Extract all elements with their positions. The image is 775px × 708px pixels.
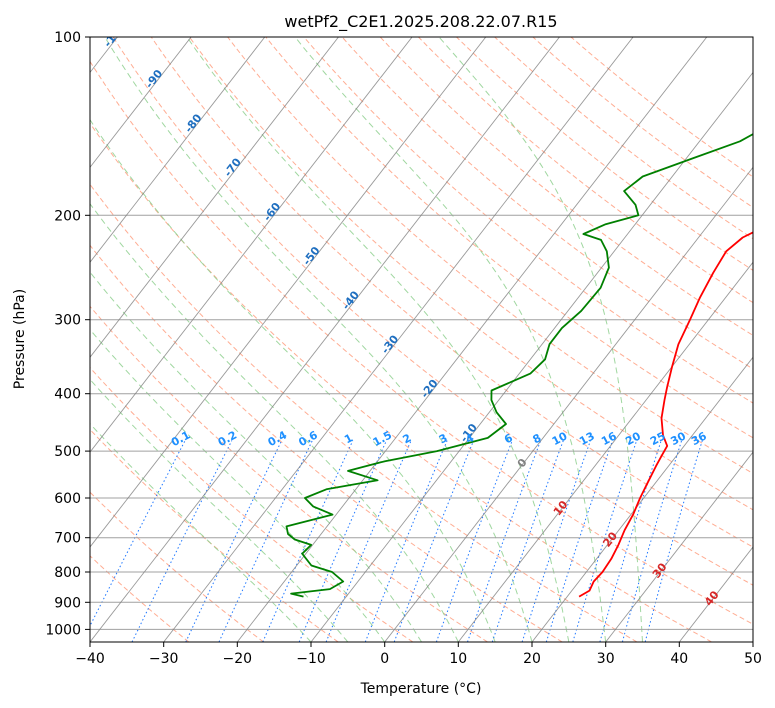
x-tick-label: 30: [597, 651, 615, 667]
y-tick-label: 900: [54, 595, 81, 611]
mixing-ratio-line: [364, 440, 448, 642]
mixing-ratio-line: [521, 440, 591, 642]
moist-adiabat-line: [186, 37, 570, 642]
mixing-ratio-line: [545, 440, 613, 642]
y-tick-label: 800: [54, 565, 81, 581]
isotherm-gridline: [457, 261, 753, 642]
dry-adiabat-line: [188, 37, 753, 511]
mixing-ratio-line: [131, 440, 233, 642]
y-axis: 100 200 300 400 500 600 700 800 900 1000: [45, 30, 90, 638]
moist-adiabat-line: [104, 37, 533, 642]
temperature-profile-line: [578, 231, 753, 598]
plot-frame: [89, 36, 754, 643]
moist-adiabat-line: [90, 203, 459, 642]
mixing-ratio-label: 10: [550, 429, 570, 448]
sounding-profiles: [285, 133, 753, 598]
dry-adiabat-line: [456, 37, 753, 271]
dry-adiabat-line: [90, 366, 414, 642]
plot-area: -100-90-80-70-60-50-40-30-20-10010203040…: [90, 37, 753, 642]
dry-adiabat-line: [265, 37, 753, 439]
mixing-ratio-label: 16: [599, 429, 619, 448]
mixing-ratio-line: [218, 440, 313, 642]
isotherm-gridline: [310, 71, 753, 642]
isotherm-gridline: [90, 37, 560, 642]
moist-adiabat-line: [90, 271, 422, 642]
x-tick-label: −20: [223, 651, 253, 667]
dry-adiabat-line: [112, 37, 753, 586]
dry-adiabat-line: [379, 37, 753, 336]
isotherm-gridline: [163, 37, 634, 642]
moist-adiabat-line: [90, 423, 312, 642]
isotherm-gridline: [90, 37, 487, 548]
moist-adiabat-line: [438, 37, 643, 642]
x-tick-label: 0: [380, 651, 389, 667]
mixing-ratio-line: [621, 440, 683, 642]
mixing-ratio-label: 13: [577, 429, 597, 448]
mixing-ratio-line: [298, 440, 387, 642]
x-tick-label: −40: [75, 651, 105, 667]
dry-adiabat-line: [303, 37, 753, 404]
x-tick-label: 50: [744, 651, 762, 667]
isotherm-gridline: [90, 37, 192, 169]
isotherm-gridline: [531, 356, 753, 642]
mixing-ratio-line: [325, 440, 412, 642]
dry-adiabat-line: [150, 37, 753, 548]
dry-adiabat-line: [90, 122, 712, 642]
mixing-ratio-line: [90, 440, 186, 627]
mixing-ratio-label: 25: [648, 429, 668, 448]
mixing-ratio-label: 20: [623, 429, 643, 448]
dewpoint-profile-line: [285, 133, 753, 598]
moist-adiabat-line: [90, 328, 386, 642]
dry-adiabat-line: [418, 37, 753, 304]
isotherms: [90, 37, 753, 642]
x-tick-label: −30: [149, 651, 179, 667]
dry-adiabat-line: [570, 37, 753, 178]
mixing-ratio-line: [572, 440, 638, 642]
moist-adiabats: [90, 37, 643, 642]
moist-adiabat-line: [90, 118, 496, 642]
y-tick-label: 500: [54, 444, 81, 460]
x-axis: −40 −30 −20 −10 0 10 20 30 40 50: [75, 642, 762, 667]
y-tick-label: 200: [54, 208, 81, 224]
x-axis-label: Temperature (°C): [360, 681, 482, 697]
y-tick-label: 400: [54, 387, 81, 403]
y-axis-label: Pressure (hPa): [12, 289, 28, 389]
y-tick-label: 1000: [45, 622, 81, 638]
mixing-ratio-line: [644, 440, 703, 642]
chart-title: wetPf2_C2E1.2025.208.22.07.R15: [284, 12, 557, 32]
moist-adiabat-line: [294, 37, 607, 642]
mixing-ratio-line: [185, 440, 283, 642]
mixing-ratio-line: [262, 440, 354, 642]
mixing-ratio-label: 30: [668, 429, 688, 448]
x-tick-label: −10: [296, 651, 326, 667]
x-tick-label: 40: [670, 651, 688, 667]
y-tick-label: 700: [54, 531, 81, 547]
dry-adiabat-line: [494, 37, 753, 240]
isotherm-gridline: [236, 37, 708, 642]
isotherm-gridline: [384, 166, 753, 642]
isotherm-gridline: [90, 37, 266, 263]
x-tick-label: 20: [523, 651, 541, 667]
dry-adiabat-line: [90, 60, 753, 625]
mixing-ratio-label: 36: [689, 429, 709, 448]
mixing-ratio-line: [599, 440, 662, 642]
mixing-ratio-lines: [90, 440, 703, 642]
isotherm-gridline: [90, 37, 413, 453]
y-tick-label: 600: [54, 491, 81, 507]
mixing-ratio-line: [393, 440, 475, 642]
y-tick-label: 100: [54, 30, 81, 46]
isotherm-gridline: [90, 37, 339, 358]
isotherm-gridline: [605, 451, 753, 642]
x-tick-label: 10: [449, 651, 467, 667]
dry-adiabat-line: [341, 37, 753, 370]
y-tick-label: 300: [54, 313, 81, 329]
